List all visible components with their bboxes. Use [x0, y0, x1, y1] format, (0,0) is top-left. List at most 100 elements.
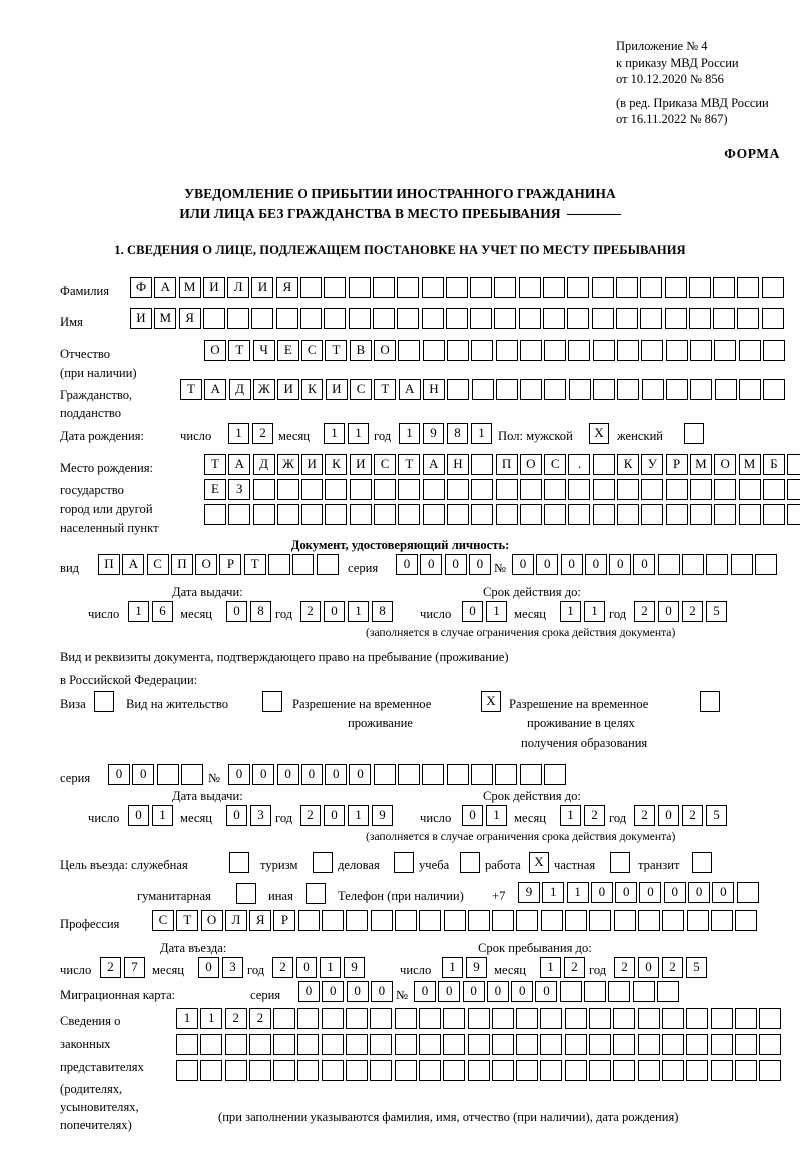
birthplace-3-cell[interactable] [714, 504, 737, 525]
permit-issue-month-cell[interactable]: 3 [250, 805, 271, 826]
permit-valid-year-cell[interactable]: 5 [706, 805, 727, 826]
birthplace-3-cell[interactable] [617, 504, 640, 525]
surname-cell[interactable]: И [202, 277, 225, 298]
doc-valid-day-cell[interactable]: 0 [462, 601, 483, 622]
patronymic-cell[interactable]: Е [276, 340, 299, 361]
legal-rep-3-cell[interactable] [686, 1060, 709, 1081]
legal-rep-1-cell[interactable] [516, 1008, 539, 1029]
permit-issue-day-cell[interactable]: 0 [128, 805, 149, 826]
permit-number-cell[interactable] [543, 764, 566, 785]
legal-rep-3-cell[interactable] [224, 1060, 247, 1081]
visa-checkbox[interactable] [94, 691, 114, 712]
surname-cell[interactable] [567, 277, 590, 298]
patronymic-cell[interactable] [471, 340, 494, 361]
doc-kind-cell[interactable] [268, 554, 291, 575]
surname-cell[interactable]: А [154, 277, 177, 298]
permit-number-cell[interactable]: 0 [276, 764, 299, 785]
doc-issue-year-cell[interactable]: 0 [324, 601, 345, 622]
legal-rep-1-cell[interactable]: 1 [176, 1008, 198, 1029]
doc-number-cell[interactable] [730, 554, 753, 575]
profession-cell[interactable] [394, 910, 417, 931]
citizenship-cell[interactable] [593, 379, 616, 400]
birthplace-1-cell[interactable]: М [689, 454, 712, 475]
doc-valid-month-cell[interactable]: 1 [560, 601, 581, 622]
profession-cell[interactable] [540, 910, 563, 931]
legal-rep-3-cell[interactable] [176, 1060, 198, 1081]
firstname-cell[interactable] [518, 308, 541, 329]
firstname-cell[interactable] [713, 308, 736, 329]
birthplace-1-cell[interactable]: Ж [276, 454, 299, 475]
birthplace-3-cell[interactable] [519, 504, 542, 525]
legal-rep-1-cell[interactable] [346, 1008, 369, 1029]
phone-cell[interactable]: 0 [712, 882, 735, 903]
doc-number-cell[interactable]: 0 [512, 554, 534, 575]
profession-cell[interactable] [565, 910, 588, 931]
legal-rep-3-cell[interactable] [491, 1060, 514, 1081]
firstname-cell[interactable] [470, 308, 493, 329]
profession-cell[interactable] [443, 910, 466, 931]
birthplace-1-cell[interactable]: С [544, 454, 567, 475]
patronymic-cell[interactable] [689, 340, 712, 361]
birthplace-1-cell[interactable]: И [301, 454, 324, 475]
profession-cell[interactable] [735, 910, 758, 931]
birthplace-row-3-boxes[interactable] [204, 504, 800, 525]
permit-series-cell[interactable] [156, 764, 179, 785]
firstname-cell[interactable] [372, 308, 395, 329]
legal-rep-1-cell[interactable] [467, 1008, 490, 1029]
stay-day-cell[interactable]: 9 [466, 957, 487, 978]
migration-number-cell[interactable]: 0 [486, 981, 509, 1002]
surname-cell[interactable] [372, 277, 395, 298]
birth-year-cell[interactable]: 9 [423, 423, 444, 444]
birthplace-2-cell[interactable] [349, 479, 372, 500]
legal-rep-2-cell[interactable] [589, 1034, 612, 1055]
permit-valid-day-cell[interactable]: 1 [486, 805, 507, 826]
profession-cell[interactable] [322, 910, 345, 931]
legal-rep-2-cell[interactable] [491, 1034, 514, 1055]
birthplace-3-cell[interactable] [301, 504, 324, 525]
firstname-cell[interactable] [251, 308, 274, 329]
permit-issue-day-cell[interactable]: 1 [152, 805, 173, 826]
permit-number-cell[interactable]: 0 [228, 764, 250, 785]
permit-series-cell[interactable] [180, 764, 203, 785]
legal-rep-2-cell[interactable] [200, 1034, 223, 1055]
patronymic-cell[interactable]: Т [228, 340, 251, 361]
migration-number-cell[interactable]: 0 [414, 981, 436, 1002]
firstname-cell[interactable] [640, 308, 663, 329]
legal-rep-1-cell[interactable] [710, 1008, 733, 1029]
profession-cell[interactable]: Р [273, 910, 296, 931]
purpose-tourism-checkbox[interactable] [313, 852, 333, 873]
legal-rep-2-cell[interactable] [297, 1034, 320, 1055]
birthplace-3-cell[interactable] [641, 504, 664, 525]
profession-cell[interactable] [492, 910, 515, 931]
entry-year-cell[interactable]: 2 [272, 957, 293, 978]
birth-month-cell[interactable]: 1 [324, 423, 345, 444]
birth-year-cell[interactable]: 8 [447, 423, 468, 444]
birthplace-3-cell[interactable] [204, 504, 226, 525]
firstname-cell[interactable] [421, 308, 444, 329]
legal-rep-1-cell[interactable] [418, 1008, 441, 1029]
citizenship-cell[interactable] [495, 379, 518, 400]
birthplace-2-cell[interactable] [446, 479, 469, 500]
birthplace-3-cell[interactable] [252, 504, 275, 525]
legal-rep-3-cell[interactable] [516, 1060, 539, 1081]
patronymic-cell[interactable] [762, 340, 785, 361]
birth-year-cell[interactable]: 1 [399, 423, 420, 444]
entry-year-cell[interactable]: 0 [296, 957, 317, 978]
surname-cell[interactable] [494, 277, 517, 298]
migration-number-cell[interactable]: 0 [511, 981, 534, 1002]
citizenship-cell[interactable] [641, 379, 664, 400]
permit-number-cell[interactable] [398, 764, 421, 785]
birthplace-3-cell[interactable] [495, 504, 518, 525]
migration-number-cell[interactable] [608, 981, 631, 1002]
phone-cell[interactable]: 1 [566, 882, 589, 903]
doc-number-cell[interactable]: 0 [560, 554, 583, 575]
profession-cell[interactable] [686, 910, 709, 931]
legal-rep-2-cell[interactable] [321, 1034, 344, 1055]
birthplace-2-cell[interactable] [714, 479, 737, 500]
